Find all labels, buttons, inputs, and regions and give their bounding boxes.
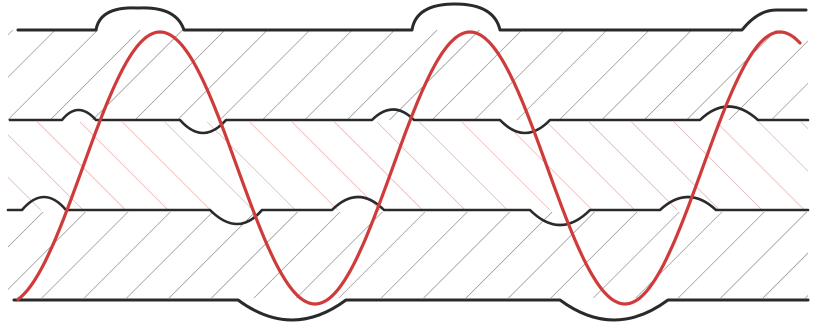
bottom-boundary [12,298,810,322]
sine-wave [16,30,802,306]
middle-band [8,122,808,210]
upper-middle-boundary [8,105,810,135]
top-boundary [16,2,808,32]
lower-band [8,212,808,298]
upper-band [8,30,808,120]
